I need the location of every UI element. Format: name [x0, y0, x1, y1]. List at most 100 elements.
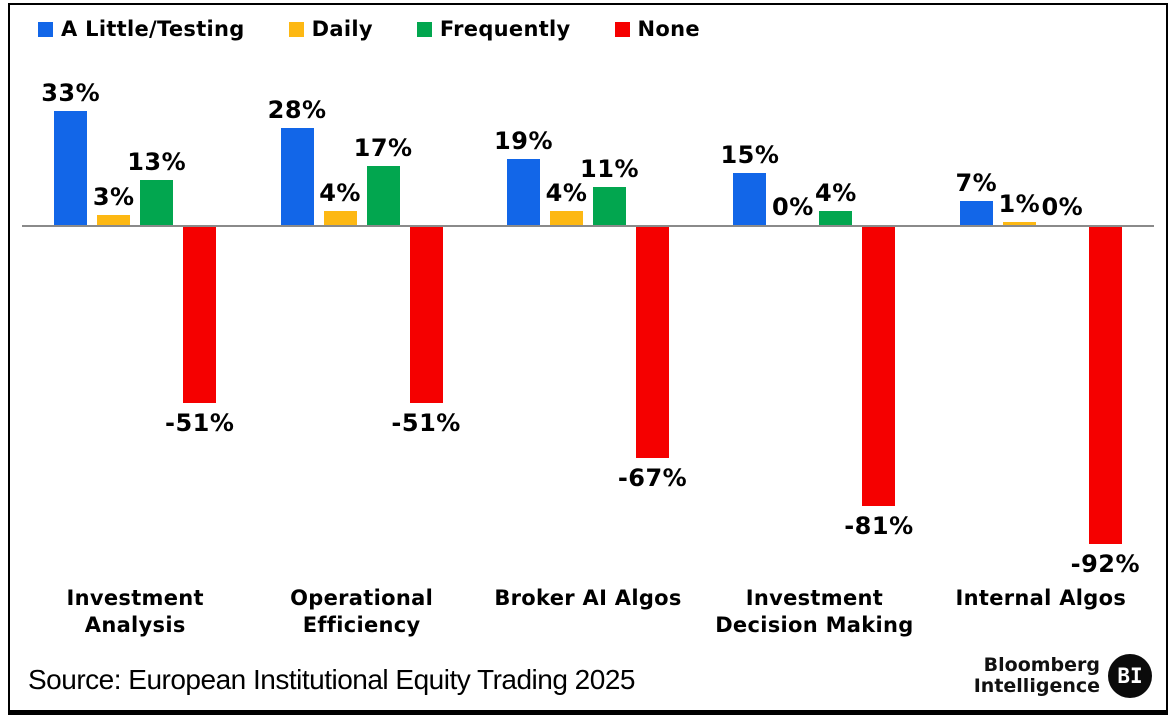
category-label-line: Analysis	[84, 613, 186, 638]
bar-none-broker-ai-algos	[636, 227, 670, 458]
category-label-broker-ai-algos: Broker AI Algos	[475, 585, 701, 640]
zero-axis-line	[22, 225, 1154, 227]
bar-slot-none: -51%	[165, 5, 234, 580]
bar-slot-a-little-testing: 15%	[720, 5, 779, 580]
value-label-none-internal-algos: -92%	[1070, 550, 1141, 578]
legend-item-none: None	[614, 17, 700, 41]
value-label-daily-investment-decision-making: 0%	[772, 193, 814, 221]
legend: A Little/Testing Daily Frequently None	[38, 17, 700, 41]
bars-wrap: 33% 3% 13% -51%	[41, 5, 234, 580]
bar-group-investment-analysis: 33% 3% 13% -51%	[22, 5, 248, 580]
value-label-daily-investment-analysis: 3%	[92, 183, 135, 211]
bar-slot-daily: 3%	[93, 5, 134, 580]
bar-frequently-operational-efficiency	[366, 166, 400, 225]
legend-swatch-frequently	[416, 21, 432, 37]
bar-a-little-testing-operational-efficiency	[280, 128, 314, 225]
category-label-line: Efficiency	[302, 613, 421, 638]
category-label-line: Investment	[745, 586, 884, 610]
value-label-none-investment-decision-making: -81%	[844, 512, 914, 540]
category-label-line: Broker AI Algos	[494, 586, 682, 610]
bar-slot-daily: 0%	[772, 5, 813, 580]
category-label-investment-decision-making: Investment Decision Making	[701, 585, 927, 640]
bar-daily-operational-efficiency	[323, 211, 357, 225]
value-label-daily-operational-efficiency: 4%	[319, 179, 361, 207]
bar-group-operational-efficiency: 28% 4% 17% -51%	[248, 5, 474, 580]
category-label-line: Internal Algos	[955, 586, 1127, 610]
bar-a-little-testing-investment-decision-making	[733, 173, 767, 225]
value-label-frequently-broker-ai-algos: 11%	[580, 155, 639, 183]
bar-slot-none: -92%	[1071, 5, 1140, 580]
value-label-frequently-internal-algos: 0%	[1041, 193, 1084, 221]
bar-slot-a-little-testing: 33%	[41, 5, 100, 580]
brand-text: Bloomberg Intelligence	[974, 655, 1100, 697]
bars-wrap: 19% 4% 11% -67%	[494, 5, 687, 580]
value-label-a-little-testing-internal-algos: 7%	[955, 169, 998, 197]
legend-label: Frequently	[439, 17, 571, 41]
value-label-none-investment-analysis: -51%	[165, 409, 235, 437]
category-label-line: Operational	[290, 586, 434, 610]
category-label-internal-algos: Internal Algos	[928, 585, 1154, 640]
category-axis-labels: Investment Analysis Operational Efficiency B…	[22, 585, 1154, 640]
legend-swatch-none	[614, 21, 630, 37]
value-label-frequently-investment-analysis: 13%	[127, 148, 187, 176]
source-note: Source: European Institutional Equity Tr…	[28, 664, 635, 695]
bar-slot-a-little-testing: 28%	[268, 5, 326, 580]
legend-label: A Little/Testing	[61, 17, 245, 41]
legend-item-daily: Daily	[288, 17, 373, 41]
legend-item-frequently: Frequently	[416, 17, 571, 41]
bars-wrap: 7% 1% 0% -92%	[955, 5, 1140, 580]
bar-frequently-investment-decision-making	[819, 211, 853, 225]
bar-slot-a-little-testing: 19%	[494, 5, 552, 580]
bar-none-investment-decision-making	[862, 227, 896, 506]
chart-area: 33% 3% 13% -51% 28% 4% 17% -51% 19% 4% 11% -67% 15% 0…	[22, 5, 1154, 580]
value-label-a-little-testing-investment-decision-making: 15%	[720, 141, 780, 169]
legend-label: None	[637, 17, 700, 41]
category-label-investment-analysis: Investment Analysis	[22, 585, 248, 640]
bar-daily-internal-algos	[1002, 222, 1036, 225]
bars-wrap: 15% 0% 4% -81%	[720, 5, 913, 580]
bar-groups: 33% 3% 13% -51% 28% 4% 17% -51% 19% 4% 11% -67% 15% 0…	[22, 5, 1154, 580]
bar-a-little-testing-internal-algos	[959, 201, 993, 225]
bloomberg-intelligence-logo: Bloomberg Intelligence BI	[974, 654, 1152, 698]
legend-item-a-little-testing: A Little/Testing	[38, 17, 245, 41]
bar-none-internal-algos	[1088, 227, 1122, 544]
value-label-a-little-testing-broker-ai-algos: 19%	[494, 127, 553, 155]
bar-slot-none: -81%	[844, 5, 913, 580]
bar-slot-none: -51%	[391, 5, 460, 580]
value-label-frequently-investment-decision-making: 4%	[815, 179, 857, 207]
category-label-line: Investment	[66, 586, 204, 610]
bar-none-operational-efficiency	[409, 227, 443, 403]
bar-slot-frequently: 11%	[580, 5, 638, 580]
bars-wrap: 28% 4% 17% -51%	[268, 5, 461, 580]
value-label-a-little-testing-operational-efficiency: 28%	[267, 96, 327, 124]
legend-swatch-a-little-testing	[38, 21, 53, 37]
bar-daily-investment-analysis	[97, 215, 131, 225]
bar-a-little-testing-broker-ai-algos	[507, 159, 541, 225]
value-label-daily-broker-ai-algos: 4%	[545, 179, 588, 207]
bar-frequently-broker-ai-algos	[593, 187, 627, 225]
bar-slot-frequently: 17%	[354, 5, 412, 580]
legend-swatch-daily	[288, 21, 304, 37]
value-label-none-broker-ai-algos: -67%	[617, 464, 688, 492]
bar-daily-broker-ai-algos	[550, 211, 584, 225]
bar-none-investment-analysis	[183, 227, 217, 403]
bar-group-internal-algos: 7% 1% 0% -92%	[928, 5, 1154, 580]
value-label-none-operational-efficiency: -51%	[391, 409, 461, 437]
value-label-frequently-operational-efficiency: 17%	[353, 134, 413, 162]
bar-group-broker-ai-algos: 19% 4% 11% -67%	[475, 5, 701, 580]
value-label-daily-internal-algos: 1%	[998, 190, 1041, 218]
brand-line2: Intelligence	[973, 675, 1100, 697]
bar-frequently-investment-analysis	[140, 180, 174, 225]
bar-a-little-testing-investment-analysis	[54, 111, 88, 225]
category-label-line: Decision Making	[715, 613, 914, 638]
bi-badge-icon: BI	[1108, 654, 1152, 698]
chart-frame: A Little/Testing Daily Frequently None 33% 3…	[8, 3, 1168, 715]
bar-group-investment-decision-making: 15% 0% 4% -81%	[701, 5, 927, 580]
value-label-a-little-testing-investment-analysis: 33%	[41, 79, 101, 107]
bar-slot-none: -67%	[618, 5, 687, 580]
bar-slot-frequently: 0%	[1041, 5, 1082, 580]
bar-slot-a-little-testing: 7%	[955, 5, 997, 580]
bar-slot-frequently: 4%	[815, 5, 856, 580]
bar-slot-frequently: 13%	[127, 5, 186, 580]
